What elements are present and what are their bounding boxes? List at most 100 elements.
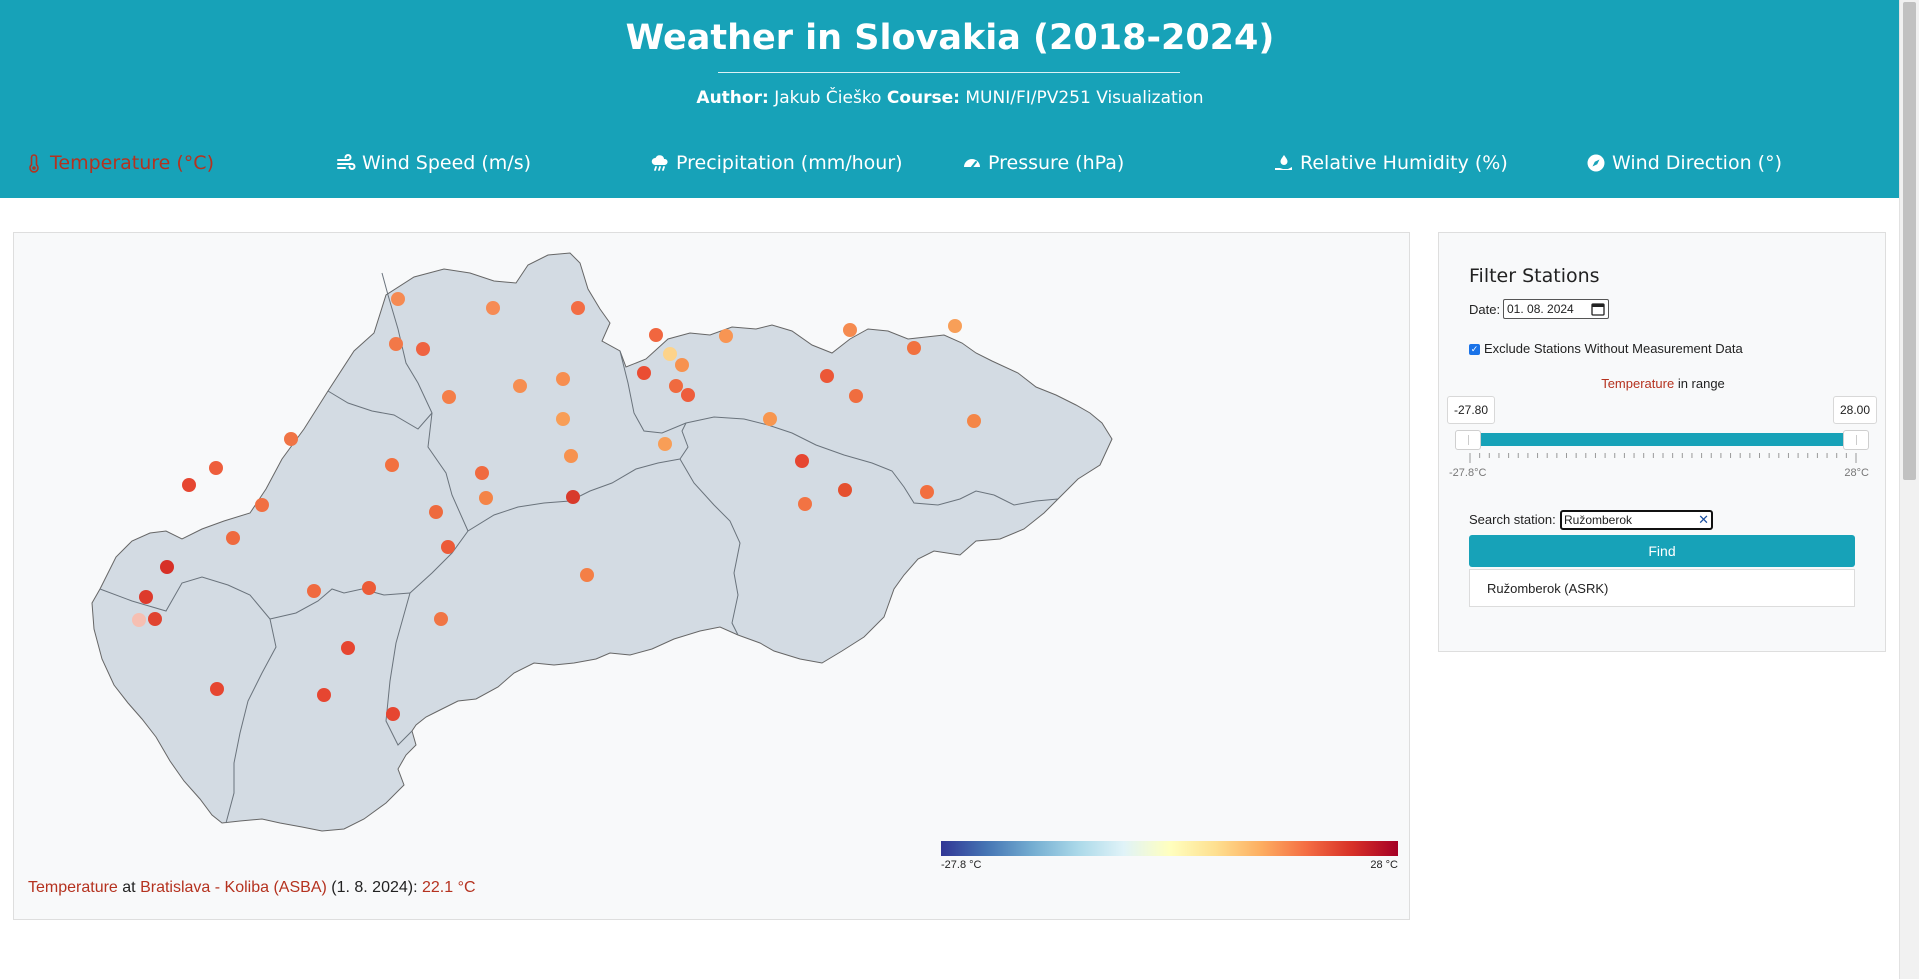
station-point[interactable] (580, 568, 594, 582)
station-point[interactable] (967, 414, 981, 428)
nav-precipitation[interactable]: Precipitation (mm/hour) (650, 152, 903, 174)
legend-max-label: 28 °C (1370, 859, 1398, 871)
station-point[interactable] (148, 612, 162, 626)
wind-icon (337, 154, 356, 170)
nav-wind-direction[interactable]: Wind Direction (°) (1586, 152, 1782, 174)
station-point[interactable] (182, 478, 196, 492)
nav-pressure-label: Pressure (hPa) (988, 152, 1125, 174)
station-point[interactable] (479, 491, 493, 505)
compass-icon (1587, 154, 1605, 172)
station-point[interactable] (429, 505, 443, 519)
station-point[interactable] (385, 458, 399, 472)
slider-ticks (1469, 453, 1857, 463)
station-point[interactable] (362, 581, 376, 595)
range-max-value: 28.00 (1832, 396, 1877, 424)
station-point[interactable] (920, 485, 934, 499)
scrollbar-thumb[interactable] (1903, 2, 1916, 480)
station-point[interactable] (255, 498, 269, 512)
station-point[interactable] (513, 379, 527, 393)
nav-wind-speed[interactable]: Wind Speed (m/s) (336, 152, 531, 174)
station-point[interactable] (719, 329, 733, 343)
legend-labels: -27.8 °C 28 °C (941, 859, 1398, 871)
station-point[interactable] (284, 432, 298, 446)
station-point[interactable] (486, 301, 500, 315)
station-point[interactable] (341, 641, 355, 655)
thermometer-icon (29, 154, 39, 173)
subtitle: Author: Jakub Čieško Course: MUNI/FI/PV2… (0, 88, 1900, 108)
range-min-handle[interactable] (1455, 430, 1481, 450)
find-button[interactable]: Find (1469, 535, 1855, 567)
station-point[interactable] (566, 490, 580, 504)
station-point[interactable] (849, 389, 863, 403)
station-point[interactable] (389, 337, 403, 351)
date-input[interactable]: 01. 08. 2024 (1503, 299, 1609, 319)
station-point[interactable] (416, 342, 430, 356)
region-borders (99, 272, 1059, 824)
station-point[interactable] (663, 347, 677, 361)
station-point[interactable] (681, 388, 695, 402)
station-point[interactable] (210, 682, 224, 696)
station-point[interactable] (386, 707, 400, 721)
station-point[interactable] (132, 613, 146, 627)
station-point[interactable] (843, 323, 857, 337)
page-scrollbar[interactable] (1899, 0, 1919, 979)
date-value: 01. 08. 2024 (1507, 302, 1574, 316)
exclude-checkbox[interactable]: ✓ (1469, 344, 1480, 355)
status-value: 22.1 °C (422, 879, 476, 896)
search-input[interactable]: Ružomberok ✕ (1560, 510, 1713, 530)
station-point[interactable] (675, 358, 689, 372)
station-point[interactable] (160, 560, 174, 574)
legend-gradient (941, 841, 1398, 856)
station-point[interactable] (556, 412, 570, 426)
selected-station-status: Temperature at Bratislava - Koliba (ASBA… (28, 879, 476, 897)
gauge-icon (964, 159, 980, 168)
calendar-icon[interactable] (1591, 302, 1605, 316)
nav-humidity[interactable]: Relative Humidity (%) (1274, 152, 1508, 174)
station-point[interactable] (948, 319, 962, 333)
nav-precipitation-label: Precipitation (mm/hour) (676, 152, 903, 174)
station-point[interactable] (649, 328, 663, 342)
nav-wind-direction-label: Wind Direction (°) (1612, 152, 1782, 174)
page-title: Weather in Slovakia (2018-2024) (625, 18, 1275, 58)
title-divider (718, 72, 1180, 73)
status-at: at (122, 879, 136, 896)
slovakia-map[interactable] (14, 233, 1409, 919)
filter-title: Filter Stations (1469, 265, 1600, 287)
nav-temperature[interactable]: Temperature (°C) (24, 152, 214, 174)
station-point[interactable] (637, 366, 651, 380)
station-point[interactable] (564, 449, 578, 463)
range-suffix: in range (1677, 376, 1725, 391)
station-point[interactable] (442, 390, 456, 404)
station-point[interactable] (475, 466, 489, 480)
map-panel: -27.8 °C 28 °C Temperature at Bratislava… (13, 232, 1410, 920)
station-point[interactable] (820, 369, 834, 383)
station-point[interactable] (798, 497, 812, 511)
nav-wind-speed-label: Wind Speed (m/s) (362, 152, 532, 174)
station-point[interactable] (434, 612, 448, 626)
station-point[interactable] (658, 437, 672, 451)
nav-humidity-label: Relative Humidity (%) (1300, 152, 1508, 174)
station-point[interactable] (763, 412, 777, 426)
station-point[interactable] (317, 688, 331, 702)
course-label: Course: (886, 88, 960, 108)
station-point[interactable] (391, 292, 405, 306)
nav-pressure[interactable]: Pressure (hPa) (962, 152, 1124, 174)
station-point[interactable] (307, 584, 321, 598)
range-slider-track[interactable] (1457, 433, 1869, 446)
status-station: Bratislava - Koliba (ASBA) (140, 879, 327, 896)
station-point[interactable] (669, 379, 683, 393)
station-point[interactable] (556, 372, 570, 386)
nav-temperature-label: Temperature (°C) (50, 152, 214, 174)
station-point[interactable] (907, 341, 921, 355)
station-point[interactable] (209, 461, 223, 475)
station-point[interactable] (226, 531, 240, 545)
station-point[interactable] (571, 301, 585, 315)
range-variable: Temperature (1601, 376, 1675, 391)
range-max-handle[interactable] (1843, 430, 1869, 450)
search-result-item[interactable]: Ružomberok (ASRK) (1469, 569, 1855, 607)
clear-search-icon[interactable]: ✕ (1698, 512, 1709, 527)
station-point[interactable] (139, 590, 153, 604)
station-point[interactable] (795, 454, 809, 468)
station-point[interactable] (441, 540, 455, 554)
station-point[interactable] (838, 483, 852, 497)
